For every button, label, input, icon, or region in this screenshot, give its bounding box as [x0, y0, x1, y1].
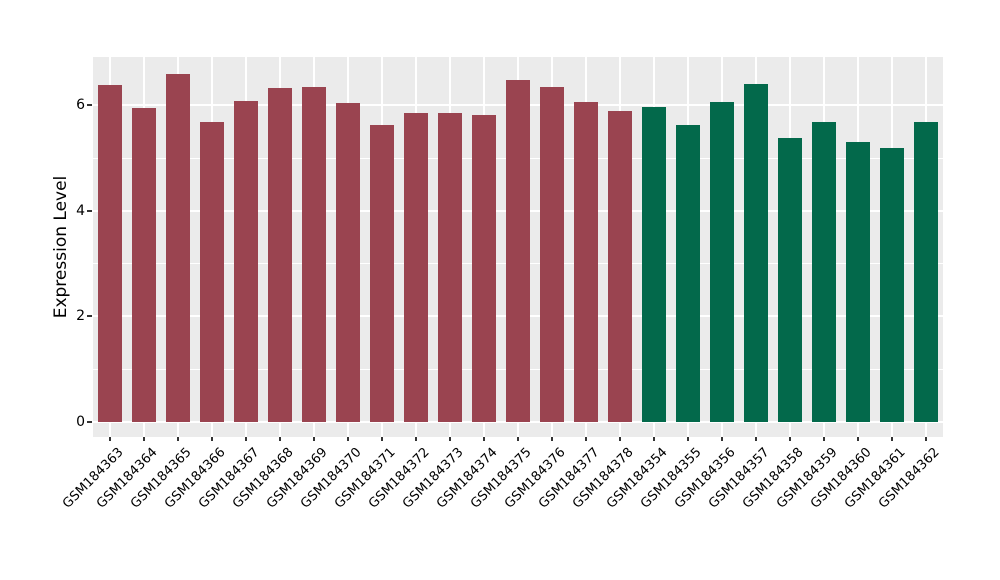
bar-GSM184358	[778, 137, 802, 422]
bar-GSM184362	[914, 122, 938, 422]
x-tick-mark	[245, 437, 247, 441]
x-tick-mark	[381, 437, 383, 441]
bar-GSM184364	[132, 108, 156, 422]
x-tick-mark	[891, 437, 893, 441]
bar-GSM184372	[404, 113, 428, 422]
bar-GSM184373	[438, 113, 462, 422]
x-tick-mark	[517, 437, 519, 441]
bar-GSM184363	[98, 84, 122, 422]
bar-GSM184374	[472, 115, 496, 422]
x-tick-mark	[653, 437, 655, 441]
bar-GSM184355	[676, 125, 700, 422]
x-tick-mark	[449, 437, 451, 441]
bar-GSM184357	[744, 84, 768, 422]
bar-GSM184367	[234, 100, 258, 422]
y-tick-label: 2	[76, 308, 85, 325]
x-tick-mark	[551, 437, 553, 441]
x-tick-mark	[313, 437, 315, 441]
gridline-horizontal-major	[93, 421, 943, 423]
x-tick-mark	[177, 437, 179, 441]
x-tick-mark	[211, 437, 213, 441]
x-tick-mark	[857, 437, 859, 441]
x-tick-mark	[755, 437, 757, 441]
plot-panel	[93, 57, 943, 437]
y-tick-mark	[87, 104, 92, 107]
x-tick-mark	[109, 437, 111, 441]
bar-GSM184360	[846, 141, 870, 422]
x-tick-mark	[721, 437, 723, 441]
bar-GSM184354	[642, 106, 666, 422]
x-tick-mark	[687, 437, 689, 441]
bar-GSM184359	[812, 122, 836, 422]
bar-GSM184378	[608, 111, 632, 422]
bar-GSM184369	[302, 86, 326, 422]
bar-GSM184356	[710, 101, 734, 422]
bar-GSM184365	[166, 74, 190, 422]
x-tick-mark	[789, 437, 791, 441]
x-tick-mark	[279, 437, 281, 441]
y-tick-mark	[87, 315, 92, 318]
bar-GSM184368	[268, 88, 292, 422]
y-tick-label: 6	[76, 97, 85, 114]
y-tick-mark	[87, 421, 92, 423]
bar-GSM184370	[336, 102, 360, 422]
bar-GSM184377	[574, 102, 598, 422]
x-tick-mark	[823, 437, 825, 441]
bar-GSM184376	[540, 86, 564, 422]
bar-GSM184371	[370, 125, 394, 422]
x-tick-label: GSM184362	[876, 445, 943, 512]
x-tick-mark	[415, 437, 417, 441]
x-tick-mark	[347, 437, 349, 441]
x-tick-mark	[483, 437, 485, 441]
y-tick-mark	[87, 209, 92, 212]
bar-GSM184375	[506, 80, 530, 422]
x-tick-mark	[619, 437, 621, 441]
x-tick-mark	[585, 437, 587, 441]
bar-GSM184361	[880, 147, 904, 422]
x-tick-mark	[925, 437, 927, 441]
x-tick-mark	[143, 437, 145, 441]
y-tick-label: 4	[76, 202, 85, 219]
y-axis-title: Expression Level	[51, 175, 71, 319]
y-tick-label: 0	[76, 414, 85, 430]
bar-GSM184366	[200, 122, 224, 422]
